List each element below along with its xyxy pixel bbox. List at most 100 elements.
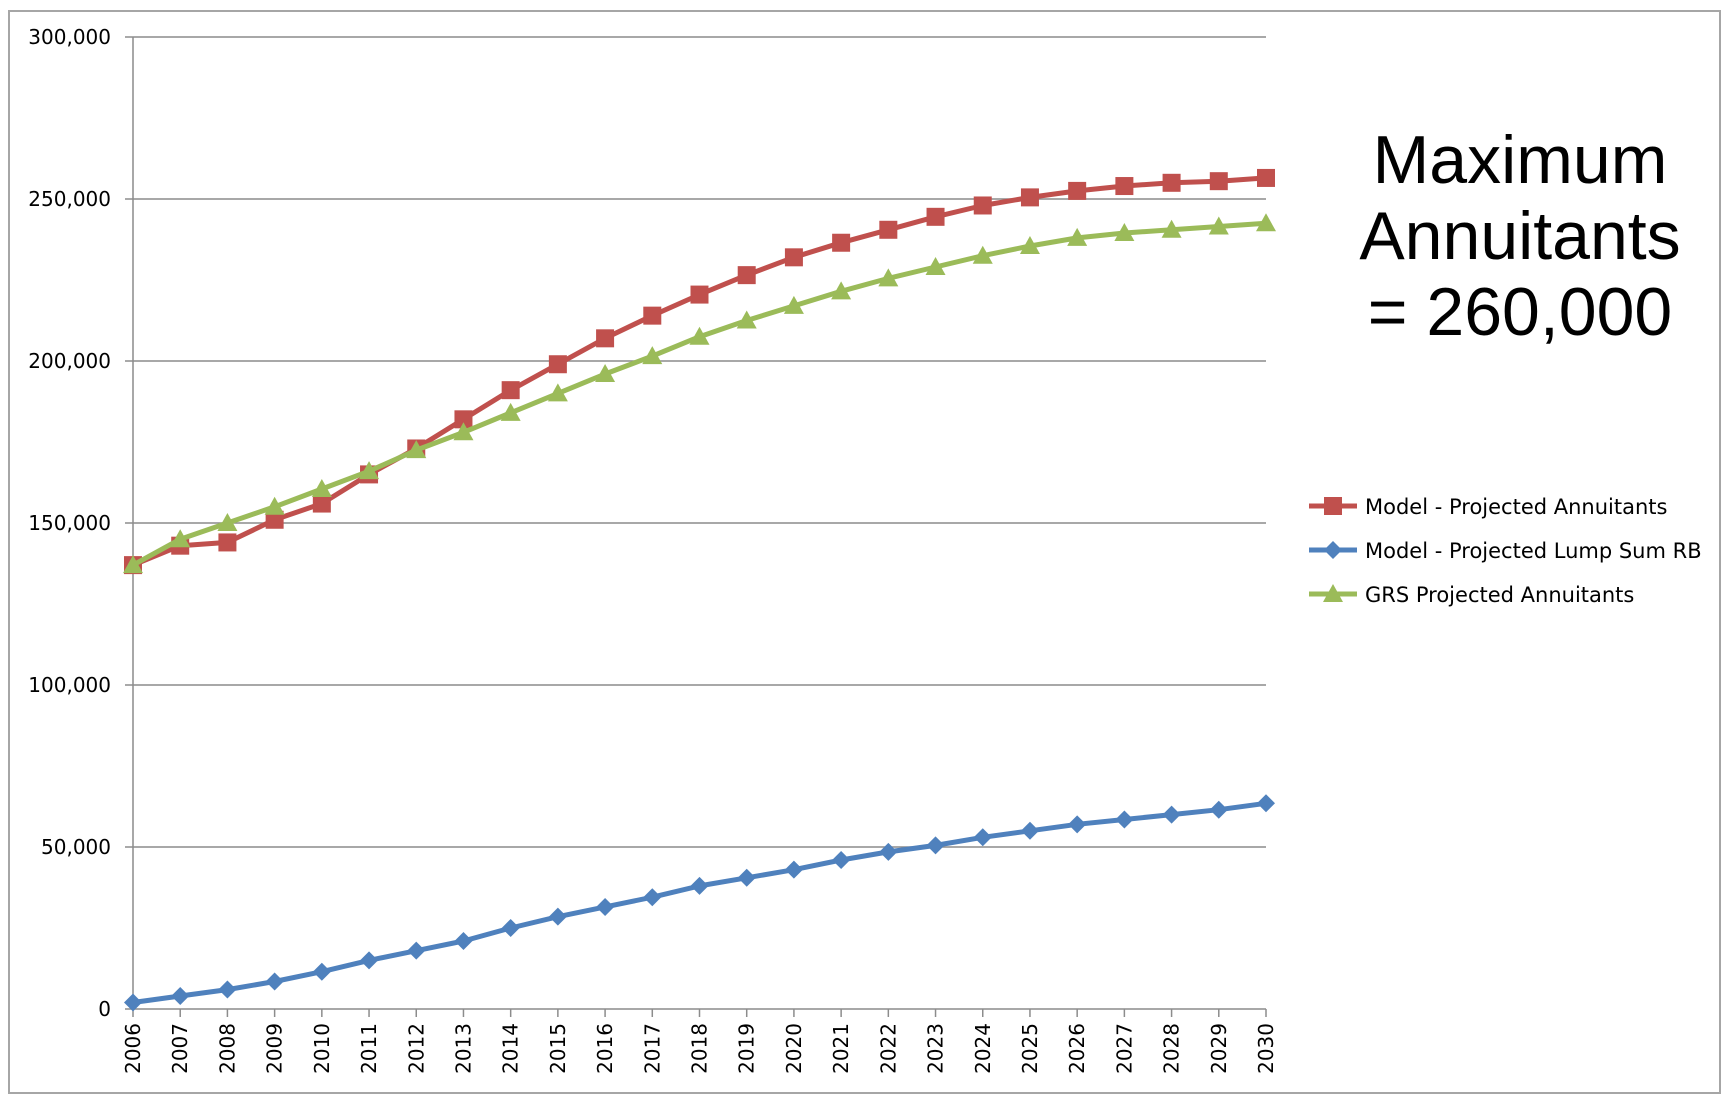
data-point bbox=[783, 295, 804, 314]
data-point bbox=[218, 533, 237, 552]
series-1 bbox=[124, 168, 1275, 575]
legend-label: Model - Projected Annuitants bbox=[1365, 495, 1667, 519]
x-tick-label: 2008 bbox=[215, 1023, 239, 1074]
x-tick-label: 2014 bbox=[499, 1023, 523, 1074]
y-tick-label: 150,000 bbox=[28, 511, 111, 535]
legend-marker bbox=[1324, 497, 1342, 515]
data-point bbox=[454, 410, 473, 429]
legend-entry: Model - Projected Annuitants bbox=[1309, 495, 1667, 519]
data-point bbox=[217, 513, 238, 531]
x-tick-label: 2028 bbox=[1160, 1023, 1184, 1074]
legend-entry: Model - Projected Lump Sum RB bbox=[1309, 539, 1702, 563]
data-point bbox=[500, 402, 521, 421]
data-point bbox=[171, 987, 190, 1006]
legend-label: Model - Projected Lump Sum RB bbox=[1365, 539, 1702, 563]
series-line bbox=[131, 220, 1267, 568]
data-point bbox=[737, 266, 756, 285]
data-point bbox=[501, 919, 520, 937]
x-tick-label: 2021 bbox=[829, 1023, 853, 1074]
y-tick-label: 200,000 bbox=[28, 349, 111, 373]
data-point bbox=[501, 381, 520, 400]
x-tick-label: 2020 bbox=[782, 1023, 806, 1074]
data-point bbox=[831, 281, 852, 300]
annotation-line-2: Annuitants bbox=[1359, 198, 1681, 274]
chart-frame bbox=[8, 10, 1721, 1094]
x-tick-label: 2013 bbox=[451, 1023, 475, 1074]
data-point bbox=[737, 868, 756, 887]
x-tick-label: 2018 bbox=[688, 1023, 712, 1074]
data-point bbox=[170, 529, 191, 548]
data-point bbox=[1068, 181, 1087, 200]
x-tick-label: 2010 bbox=[310, 1023, 334, 1074]
x-tick-label: 2006 bbox=[121, 1023, 145, 1074]
data-point bbox=[1020, 821, 1039, 840]
legend-entry: GRS Projected Annuitants bbox=[1309, 583, 1634, 607]
data-point bbox=[406, 440, 427, 459]
data-point bbox=[311, 478, 332, 497]
x-tick-label: 2017 bbox=[640, 1023, 664, 1074]
data-point bbox=[643, 888, 662, 907]
x-tick-label: 2015 bbox=[546, 1023, 570, 1074]
x-tick-label: 2027 bbox=[1112, 1023, 1136, 1074]
x-tick-label: 2016 bbox=[593, 1023, 617, 1074]
data-point bbox=[359, 461, 380, 480]
data-point bbox=[832, 850, 851, 869]
annotation-line-1: Maximum bbox=[1372, 122, 1668, 198]
data-point bbox=[1115, 810, 1134, 829]
data-point bbox=[1257, 168, 1275, 187]
data-point bbox=[1020, 188, 1039, 207]
data-point bbox=[265, 972, 284, 991]
data-point bbox=[1114, 223, 1135, 242]
y-tick-label: 100,000 bbox=[28, 673, 111, 697]
y-tick-label: 250,000 bbox=[28, 187, 111, 211]
x-tick-label: 2029 bbox=[1207, 1023, 1231, 1074]
series-group bbox=[123, 168, 1276, 1012]
y-tick-label: 0 bbox=[98, 997, 111, 1021]
data-point bbox=[1162, 805, 1181, 824]
data-point bbox=[312, 494, 331, 513]
data-point bbox=[1209, 172, 1228, 191]
series-3 bbox=[123, 213, 1276, 574]
x-tick-label: 2011 bbox=[357, 1023, 381, 1074]
x-tick-label: 2022 bbox=[876, 1023, 900, 1074]
data-point bbox=[926, 207, 945, 226]
data-point bbox=[832, 233, 851, 252]
data-point bbox=[453, 422, 474, 441]
data-point bbox=[124, 993, 142, 1012]
data-point bbox=[925, 257, 946, 276]
gridlines bbox=[133, 36, 1266, 848]
data-point bbox=[454, 931, 473, 950]
data-point bbox=[596, 897, 615, 916]
data-point bbox=[218, 980, 237, 999]
x-tick-label: 2019 bbox=[735, 1023, 759, 1074]
data-point bbox=[879, 220, 898, 239]
data-point bbox=[1208, 216, 1229, 235]
x-tick-label: 2023 bbox=[924, 1023, 948, 1074]
data-point bbox=[784, 860, 803, 879]
data-point bbox=[1019, 235, 1040, 254]
data-point bbox=[1067, 227, 1088, 246]
data-point bbox=[878, 268, 899, 287]
data-point bbox=[264, 496, 285, 515]
data-point bbox=[407, 941, 426, 960]
data-point bbox=[1068, 815, 1087, 834]
x-tick-label: 2009 bbox=[263, 1023, 287, 1074]
x-tick-label: 2026 bbox=[1065, 1023, 1089, 1074]
legend-label: GRS Projected Annuitants bbox=[1365, 583, 1634, 607]
data-point bbox=[690, 285, 709, 304]
data-point bbox=[690, 876, 709, 895]
y-tick-label: 50,000 bbox=[41, 835, 111, 859]
data-point bbox=[265, 510, 284, 529]
data-point bbox=[548, 907, 567, 926]
data-point bbox=[972, 245, 993, 264]
legend-marker bbox=[1324, 541, 1342, 559]
max-annuitants-annotation: Maximum Annuitants = 260,000 bbox=[1340, 122, 1700, 350]
data-point bbox=[1257, 794, 1275, 813]
x-tick-label: 2025 bbox=[1018, 1023, 1042, 1074]
data-point bbox=[360, 951, 379, 970]
x-tick-label: 2007 bbox=[168, 1023, 192, 1074]
data-point bbox=[1162, 173, 1181, 192]
series-line bbox=[132, 800, 1267, 1005]
legend: Model - Projected Annuitants Model - Proj… bbox=[1309, 495, 1702, 607]
